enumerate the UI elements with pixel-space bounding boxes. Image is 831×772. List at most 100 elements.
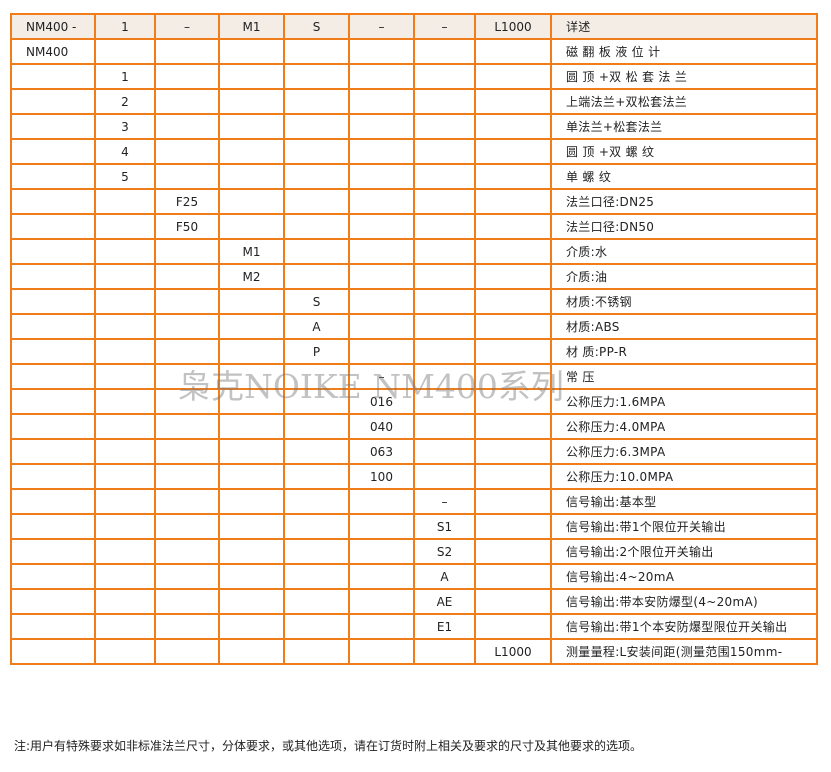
code-cell xyxy=(348,638,415,665)
code-cell xyxy=(474,538,552,565)
code-cell xyxy=(283,438,350,465)
code-cell xyxy=(10,338,96,365)
code-cell xyxy=(10,363,96,390)
code-cell xyxy=(218,63,285,90)
code-cell xyxy=(413,138,476,165)
code-cell xyxy=(10,413,96,440)
code-cell xyxy=(218,338,285,365)
code-cell xyxy=(474,463,552,490)
table-row: P 材 质:PP-R xyxy=(10,338,818,365)
code-cell xyxy=(154,38,220,65)
code-cell xyxy=(474,263,552,290)
code-cell xyxy=(474,363,552,390)
code-cell xyxy=(218,638,285,665)
detail-cell: 信号输出:2个限位开关输出 xyxy=(550,538,818,565)
table-row: 3 单法兰+松套法兰 xyxy=(10,113,818,140)
code-cell xyxy=(154,513,220,540)
code-cell: NM400 - xyxy=(10,13,96,40)
code-cell xyxy=(154,388,220,415)
table-row: F50 法兰口径:DN50 xyxy=(10,213,818,240)
code-cell xyxy=(413,63,476,90)
code-cell xyxy=(283,113,350,140)
code-cell xyxy=(154,88,220,115)
code-cell xyxy=(283,363,350,390)
code-cell: NM400 xyxy=(10,38,96,65)
code-cell: M1 xyxy=(218,13,285,40)
code-cell xyxy=(94,513,156,540)
code-cell: 016 xyxy=(348,388,415,415)
code-cell xyxy=(94,388,156,415)
code-cell xyxy=(10,613,96,640)
code-cell xyxy=(10,538,96,565)
table-row: 5 单 螺 纹 xyxy=(10,163,818,190)
table-row: L1000 测量量程:L安装间距(测量范围150mm- xyxy=(10,638,818,665)
code-cell xyxy=(283,638,350,665)
code-cell xyxy=(10,63,96,90)
code-cell xyxy=(413,413,476,440)
code-cell xyxy=(413,113,476,140)
code-cell xyxy=(154,238,220,265)
code-cell xyxy=(413,163,476,190)
code-cell xyxy=(413,288,476,315)
code-cell xyxy=(218,463,285,490)
code-cell xyxy=(218,88,285,115)
table-row: – 信号输出:基本型 xyxy=(10,488,818,515)
code-cell xyxy=(10,488,96,515)
detail-cell: 信号输出:带本安防爆型(4~20mA) xyxy=(550,588,818,615)
code-cell xyxy=(474,38,552,65)
detail-cell: 法兰口径:DN50 xyxy=(550,213,818,240)
code-cell xyxy=(218,138,285,165)
code-cell xyxy=(94,363,156,390)
detail-cell: 常 压 xyxy=(550,363,818,390)
code-cell: 100 xyxy=(348,463,415,490)
code-cell xyxy=(10,263,96,290)
code-cell xyxy=(283,538,350,565)
code-cell: – xyxy=(348,363,415,390)
code-cell xyxy=(348,588,415,615)
code-cell: 2 xyxy=(94,88,156,115)
detail-cell: 测量量程:L安装间距(测量范围150mm- xyxy=(550,638,818,665)
code-cell xyxy=(94,313,156,340)
table-row: 040 公称压力:4.0MPA xyxy=(10,413,818,440)
code-cell xyxy=(474,413,552,440)
detail-cell: 信号输出:带1个本安防爆型限位开关输出 xyxy=(550,613,818,640)
code-cell xyxy=(10,188,96,215)
code-cell xyxy=(413,213,476,240)
code-cell xyxy=(10,138,96,165)
code-cell xyxy=(10,463,96,490)
code-cell xyxy=(10,88,96,115)
code-cell xyxy=(218,213,285,240)
detail-cell: 磁 翻 板 液 位 计 xyxy=(550,38,818,65)
code-cell xyxy=(218,388,285,415)
code-cell xyxy=(154,288,220,315)
detail-cell: 信号输出:带1个限位开关输出 xyxy=(550,513,818,540)
code-cell: F50 xyxy=(154,213,220,240)
code-cell: 1 xyxy=(94,63,156,90)
code-cell xyxy=(283,488,350,515)
code-cell: 063 xyxy=(348,438,415,465)
code-cell xyxy=(154,588,220,615)
code-cell xyxy=(348,188,415,215)
code-cell xyxy=(218,513,285,540)
code-cell xyxy=(154,538,220,565)
code-cell xyxy=(413,438,476,465)
code-cell xyxy=(10,388,96,415)
code-cell: M2 xyxy=(218,263,285,290)
code-cell xyxy=(474,338,552,365)
code-cell xyxy=(218,288,285,315)
code-cell xyxy=(474,63,552,90)
code-cell xyxy=(413,88,476,115)
code-cell xyxy=(413,638,476,665)
code-cell xyxy=(474,563,552,590)
code-cell: E1 xyxy=(413,613,476,640)
code-cell xyxy=(94,588,156,615)
code-cell: S2 xyxy=(413,538,476,565)
footnote: 注:用户有特殊要求如非标准法兰尺寸，分体要求，或其他选项，请在订货时附上相关及要… xyxy=(14,739,643,753)
code-cell xyxy=(94,538,156,565)
code-cell xyxy=(154,488,220,515)
code-cell xyxy=(474,513,552,540)
code-cell xyxy=(474,388,552,415)
detail-cell: 公称压力:6.3MPA xyxy=(550,438,818,465)
code-cell xyxy=(283,63,350,90)
detail-cell: 上端法兰+双松套法兰 xyxy=(550,88,818,115)
